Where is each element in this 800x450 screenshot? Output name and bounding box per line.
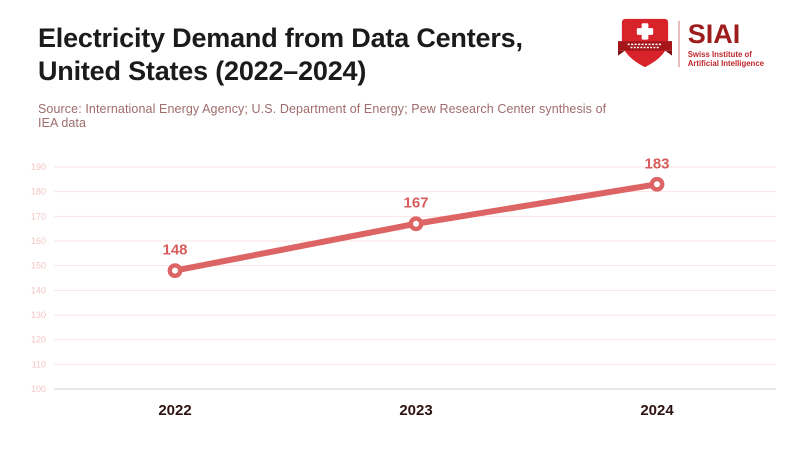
page-title-line1: Electricity Demand from Data Centers, xyxy=(38,23,523,53)
x-tick-label: 2022 xyxy=(158,402,191,419)
shield-icon xyxy=(617,18,672,68)
x-tick-label: 2023 xyxy=(399,402,432,419)
data-label: 167 xyxy=(403,195,428,212)
logo-divider xyxy=(677,21,680,67)
line-chart: 100 110 120 130 140 150 160 170 180 190 148 2022 167… xyxy=(31,155,776,419)
data-point xyxy=(408,216,424,232)
data-label: 148 xyxy=(162,242,187,259)
y-tick-label: 100 xyxy=(31,384,46,394)
siai-logo: SIAI Swiss Institute of Artificial Intel… xyxy=(617,17,764,71)
x-tick-label: 2024 xyxy=(640,402,674,419)
page-title-line2: United States (2022–2024) xyxy=(38,56,367,86)
y-tick-label: 160 xyxy=(31,236,46,246)
page-title: Electricity Demand from Data Centers, Un… xyxy=(38,22,618,88)
y-tick-label: 180 xyxy=(31,187,46,197)
data-point xyxy=(167,263,183,279)
ribbon-fold-right xyxy=(664,50,672,56)
data-point xyxy=(649,176,665,192)
y-tick-label: 190 xyxy=(31,162,46,172)
logo-tagline-line2: Artificial Intelligence xyxy=(687,58,764,68)
logo-wordmark: SIAI xyxy=(687,18,741,49)
y-tick-label: 170 xyxy=(31,211,46,221)
y-tick-label: 150 xyxy=(31,261,46,271)
ribbon-banner xyxy=(617,41,672,51)
y-tick-label: 130 xyxy=(31,310,46,320)
swiss-cross-horizontal xyxy=(636,28,653,35)
source-note: Source: International Energy Agency; U.S… xyxy=(38,102,607,130)
logo-tagline: Swiss Institute of Artificial Intelligen… xyxy=(688,50,764,68)
ribbon-fold-left xyxy=(617,50,625,56)
header: Electricity Demand from Data Centers, Un… xyxy=(38,22,618,130)
y-tick-label: 140 xyxy=(31,285,46,295)
data-label: 183 xyxy=(644,155,669,172)
logo-text: SIAI Swiss Institute of Artificial Intel… xyxy=(687,18,764,68)
y-tick-label: 110 xyxy=(32,359,46,369)
y-tick-label: 120 xyxy=(31,335,46,345)
logo-tagline-line1: Swiss Institute of xyxy=(687,49,752,59)
